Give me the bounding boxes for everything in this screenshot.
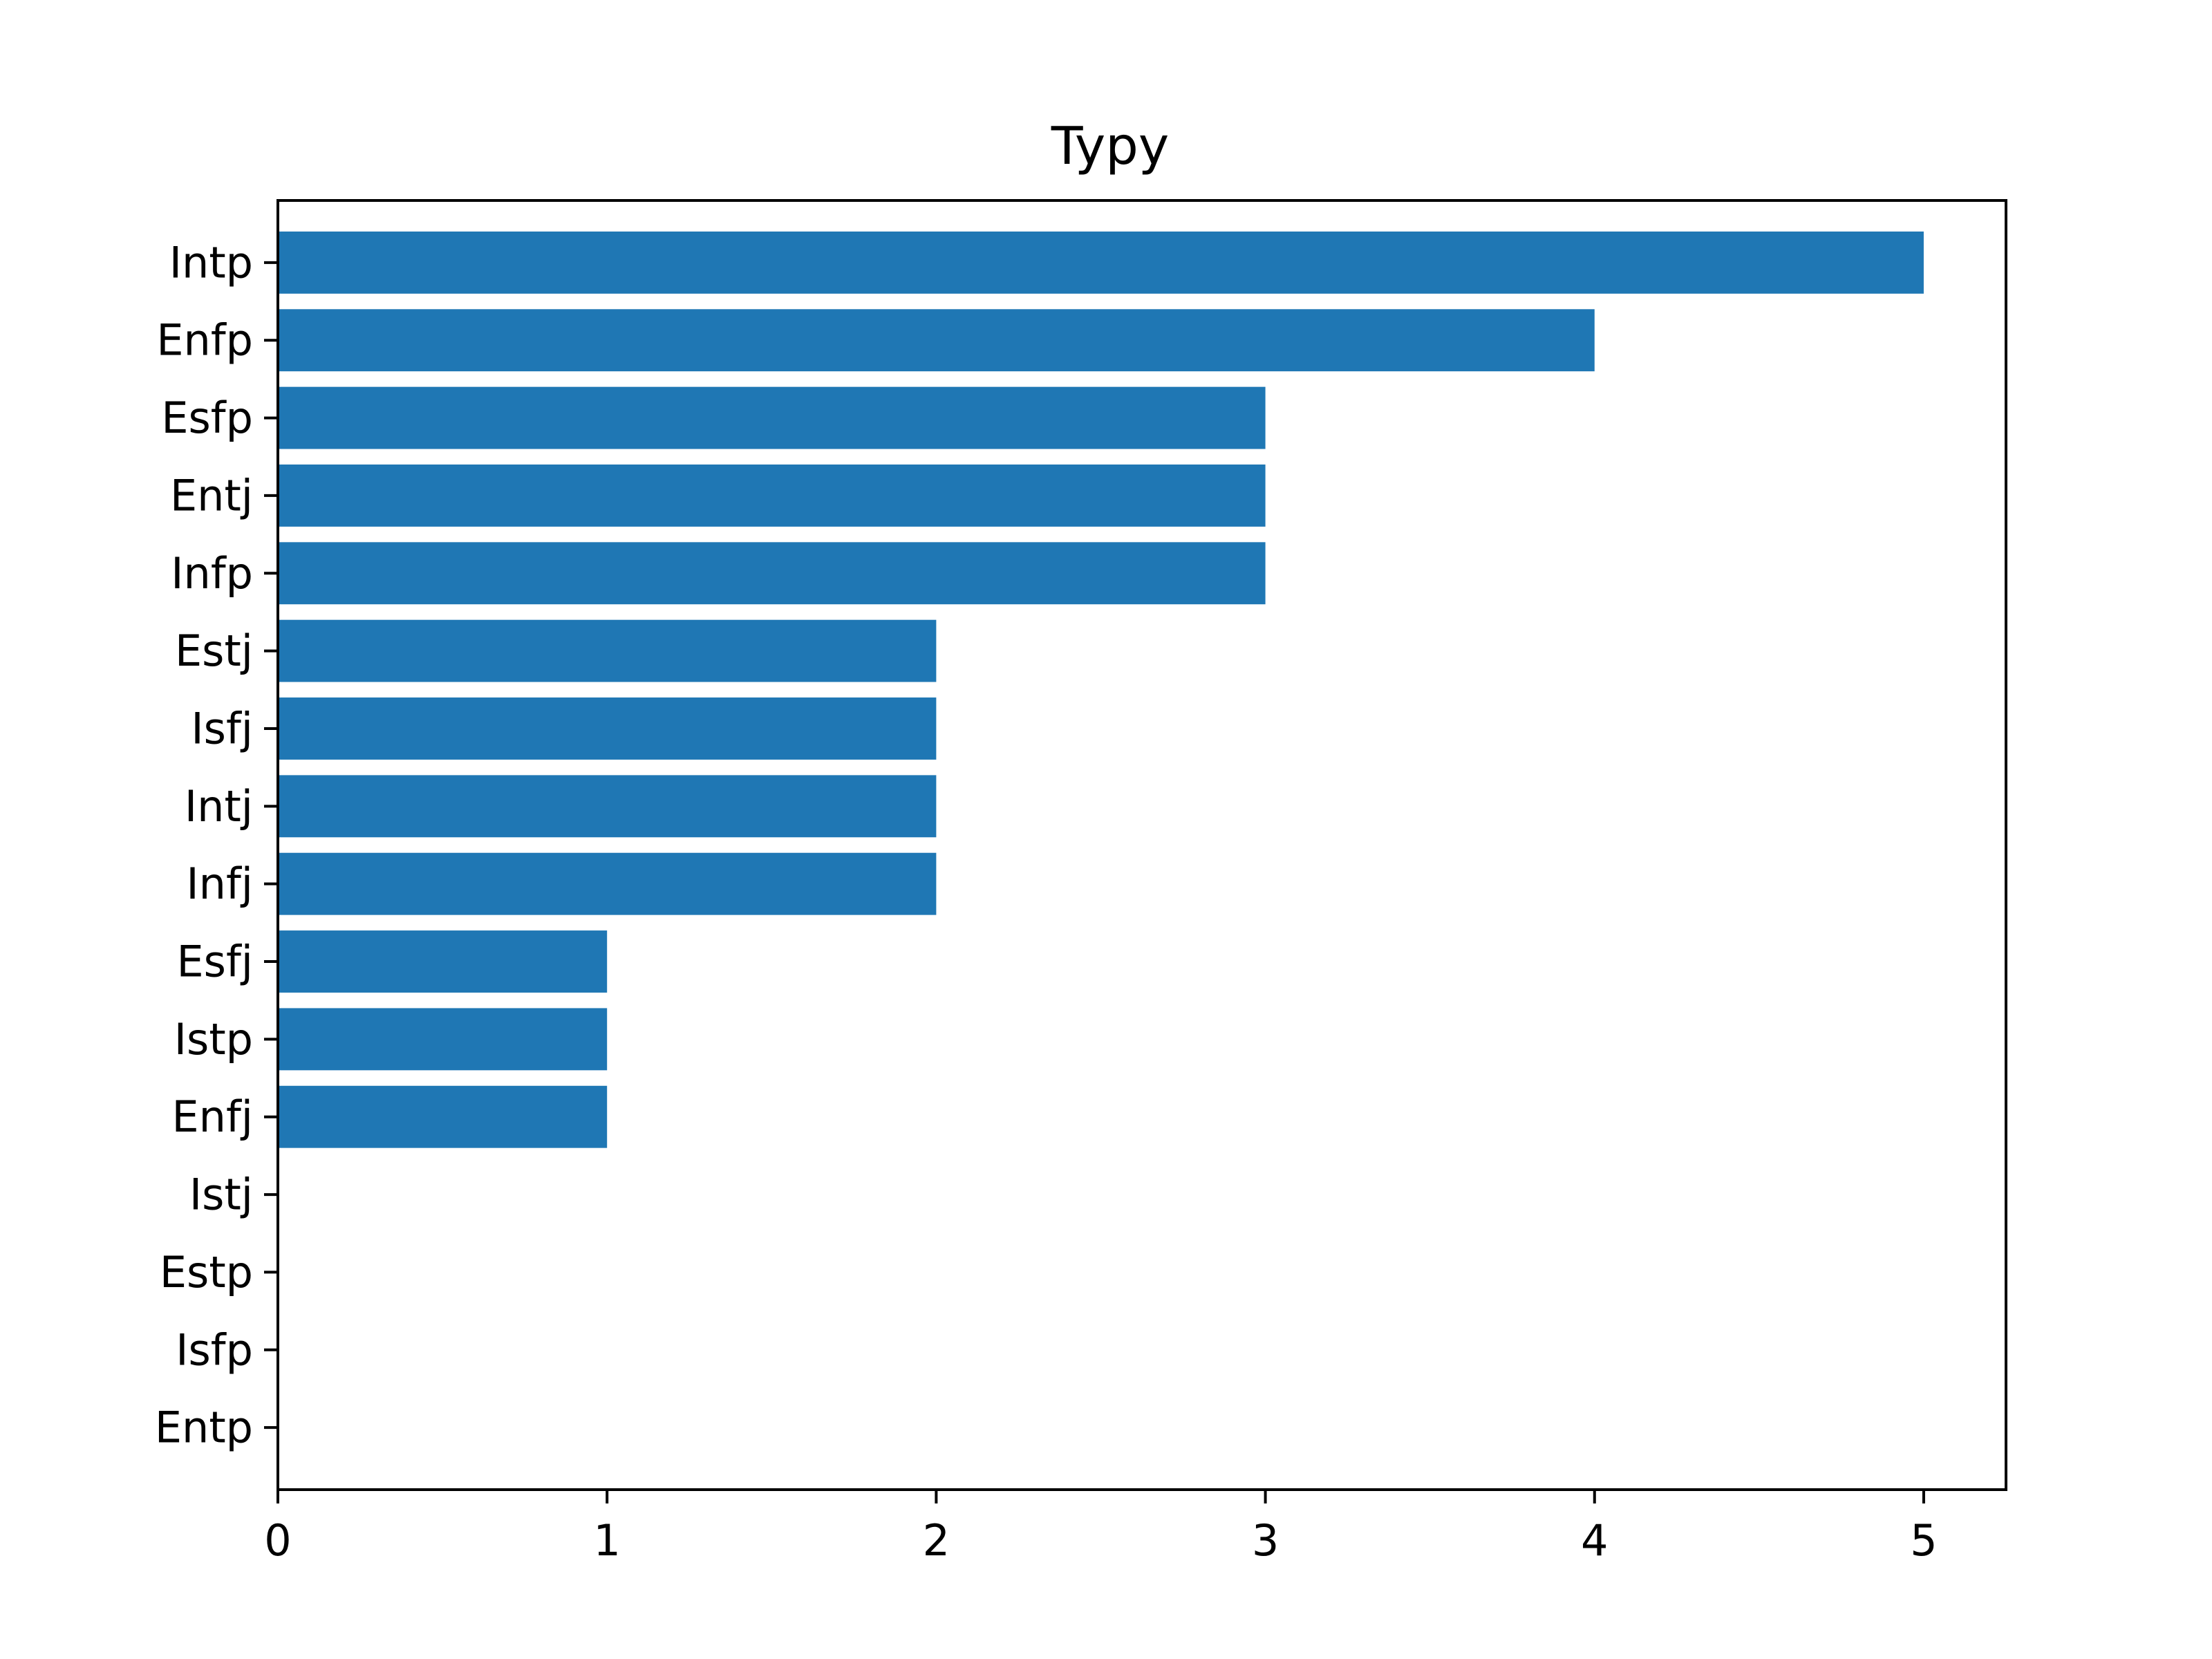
x-tick-label-4: 4 [1581, 1515, 1608, 1566]
y-tick-label-isfp: Isfp [176, 1324, 253, 1375]
y-tick-label-estj: Estj [175, 626, 253, 676]
bar-istp [278, 1008, 608, 1071]
y-tick-label-isfj: Isfj [191, 703, 253, 753]
bar-infj [278, 852, 937, 915]
y-tick-label-enfj: Enfj [171, 1091, 253, 1142]
y-tick-label-istj: Istj [189, 1170, 253, 1220]
y-axis: Intp Enfp Esfp Entj Infp Estj Isfj Intj Infj Esfj… [155, 237, 278, 1453]
y-tick-label-intj: Intj [185, 781, 253, 832]
plot-frame [276, 199, 2007, 1491]
bar-intp [278, 231, 1924, 294]
y-tick-label-infp: Infp [171, 548, 253, 599]
bars-group [278, 231, 1924, 1148]
x-tick-label-0: 0 [264, 1515, 291, 1566]
x-tick-label-2: 2 [923, 1515, 950, 1566]
bar-enfj [278, 1085, 608, 1148]
bar-intj [278, 775, 937, 838]
x-tick-label-3: 3 [1252, 1515, 1279, 1566]
y-tick-label-estp: Estp [160, 1247, 253, 1297]
bar-esfj [278, 930, 608, 993]
x-tick-label-1: 1 [593, 1515, 620, 1566]
chart-title: Typy [1051, 115, 1170, 176]
y-tick-label-infj: Infj [186, 859, 253, 909]
y-tick-label-esfp: Esfp [161, 393, 253, 443]
y-tick-label-enfp: Enfp [156, 315, 253, 366]
bar-enfp [278, 309, 1595, 372]
bar-infp [278, 542, 1266, 605]
x-tick-label-5: 5 [1910, 1515, 1937, 1566]
bar-esfp [278, 386, 1266, 449]
y-tick-label-entj: Entj [170, 470, 253, 521]
y-tick-label-entp: Entp [155, 1403, 253, 1453]
bar-entj [278, 464, 1266, 527]
bar-isfj [278, 697, 937, 760]
x-axis: 0 1 2 3 4 5 [264, 1490, 1938, 1566]
y-tick-label-intp: Intp [169, 237, 253, 288]
y-tick-label-istp: Istp [174, 1014, 253, 1065]
bar-estj [278, 619, 937, 682]
y-tick-label-esfj: Esfj [176, 937, 253, 987]
